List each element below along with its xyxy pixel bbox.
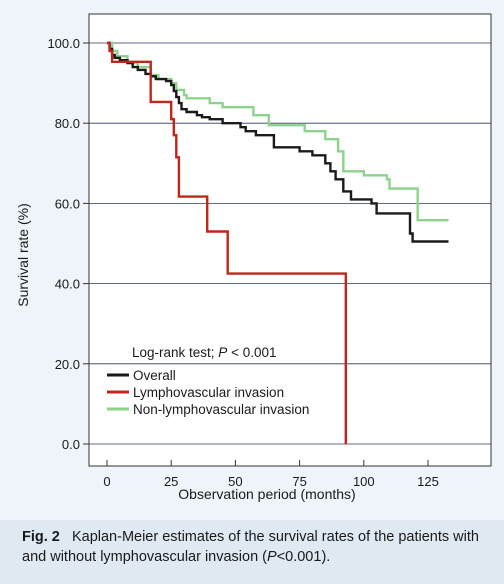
overall-curve (107, 41, 449, 243)
x-axis-ticks: 0 25 50 75 100 125 (103, 460, 439, 489)
y-tick-label: 0.0 (62, 437, 80, 452)
caption-p-symbol: P (267, 549, 277, 565)
figure-caption: Fig. 2 Kaplan-Meier estimates of the sur… (0, 520, 504, 584)
y-tick-label: 40.0 (55, 277, 80, 292)
survival-curves (107, 41, 449, 444)
caption-text-after: <0.001). (276, 549, 331, 565)
kaplan-meier-chart: 0.0 20.0 40.0 60.0 80.0 100.0 0 25 50 75 100 125 O… (15, 13, 492, 502)
plot-area (88, 13, 492, 467)
y-axis-label: Survival rate (%) (15, 203, 31, 306)
lymphovascular-invasion-curve (107, 41, 347, 444)
log-rank-annotation: Log-rank test; P < 0.001 (132, 345, 276, 360)
y-tick-label: 100.0 (47, 36, 80, 51)
y-axis-ticks: 0.0 20.0 40.0 60.0 80.0 100.0 (47, 36, 89, 452)
legend-label: Non-lymphovascular invasion (133, 402, 309, 417)
legend-label: Lymphovascular invasion (133, 385, 284, 400)
y-tick-label: 80.0 (55, 116, 80, 131)
gridlines (89, 42, 491, 445)
legend-label: Overall (133, 368, 176, 383)
y-tick-label: 20.0 (55, 357, 80, 372)
caption-text-before: Kaplan-Meier estimates of the survival r… (22, 529, 479, 565)
y-tick-label: 60.0 (55, 196, 80, 211)
caption-label: Fig. 2 (22, 529, 60, 545)
x-axis-label: Observation period (months) (178, 486, 355, 502)
legend: Overall Lymphovascular invasion Non-lympho… (107, 368, 309, 417)
x-tick-label: 25 (164, 474, 178, 489)
non-lymphovascular-invasion-curve (107, 41, 449, 222)
x-tick-label: 100 (353, 474, 375, 489)
x-tick-label: 75 (292, 474, 306, 489)
x-tick-label: 125 (417, 474, 439, 489)
x-tick-label: 0 (103, 474, 110, 489)
x-tick-label: 50 (228, 474, 242, 489)
